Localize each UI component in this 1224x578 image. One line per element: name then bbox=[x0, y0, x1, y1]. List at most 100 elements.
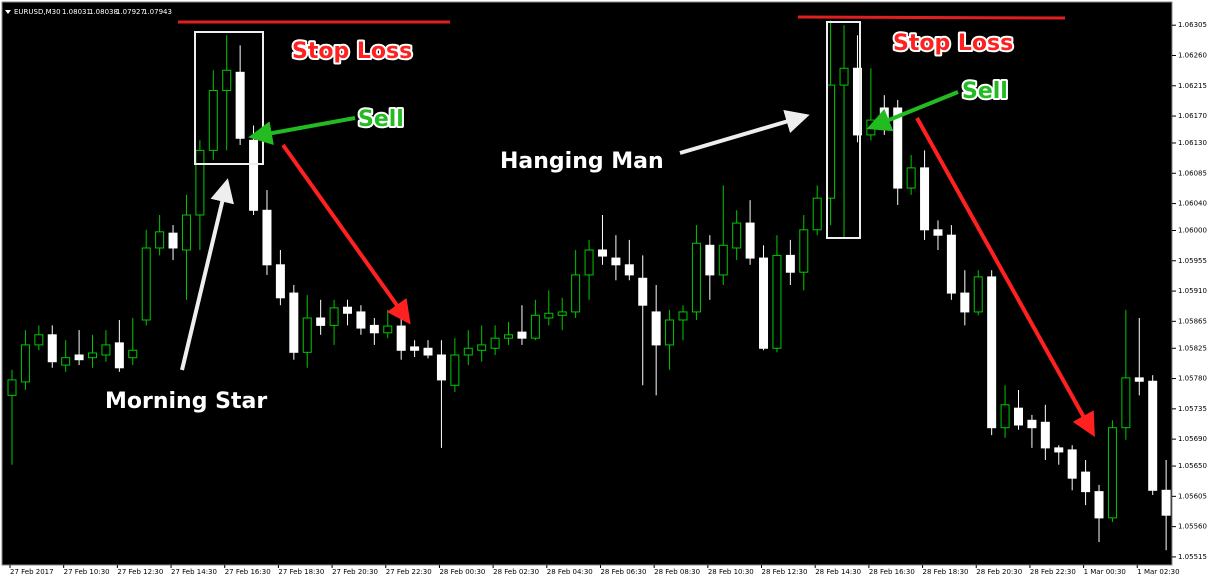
candle-body bbox=[705, 244, 715, 276]
candle-body bbox=[128, 349, 138, 359]
x-tick-label: 28 Feb 06:30 bbox=[600, 568, 646, 576]
candle-body bbox=[490, 337, 500, 349]
candle-body bbox=[557, 311, 567, 316]
candle-body bbox=[946, 234, 956, 294]
candle-body bbox=[624, 264, 634, 276]
candle-body bbox=[973, 276, 983, 313]
candle-body bbox=[410, 346, 420, 351]
x-tick-label: 28 Feb 12:30 bbox=[762, 568, 808, 576]
candle-body bbox=[691, 242, 701, 313]
candle-body bbox=[343, 306, 352, 314]
candle-body bbox=[195, 149, 205, 216]
x-tick-label: 28 Feb 10:30 bbox=[708, 568, 754, 576]
x-tick-label: 27 Feb 12:30 bbox=[117, 568, 163, 576]
candle-body bbox=[235, 71, 245, 139]
candle-body bbox=[933, 229, 943, 236]
candle-body bbox=[396, 325, 406, 351]
y-tick-label: 1.05955 bbox=[1178, 257, 1207, 265]
y-tick-label: 1.05825 bbox=[1178, 344, 1207, 352]
candle-body bbox=[155, 231, 165, 249]
x-tick-label: 27 Feb 22:30 bbox=[386, 568, 432, 576]
candle-body bbox=[61, 357, 71, 366]
candle-body bbox=[866, 119, 876, 136]
candle-body bbox=[1081, 471, 1091, 493]
x-tick-label: 27 Feb 10:30 bbox=[64, 568, 110, 576]
candle-body bbox=[329, 307, 339, 326]
candle-body bbox=[101, 344, 111, 356]
header-value: 1.07927 bbox=[116, 8, 145, 16]
candle-body bbox=[584, 249, 594, 276]
x-tick-label: 28 Feb 08:30 bbox=[654, 568, 700, 576]
y-tick-label: 1.05865 bbox=[1178, 317, 1207, 325]
x-tick-label: 28 Feb 04:30 bbox=[547, 568, 593, 576]
candle-body bbox=[1014, 407, 1023, 426]
y-tick-label: 1.05735 bbox=[1178, 405, 1207, 413]
x-tick-label: 28 Feb 00:30 bbox=[439, 568, 485, 576]
candle-body bbox=[289, 292, 299, 353]
candle-body bbox=[638, 277, 648, 306]
arrow bbox=[281, 143, 411, 325]
candle-body bbox=[1027, 419, 1037, 429]
x-tick-label: 1 Mar 02:30 bbox=[1137, 568, 1179, 576]
candle-body bbox=[785, 254, 795, 273]
y-tick-label: 1.06000 bbox=[1178, 226, 1207, 234]
y-tick-label: 1.05605 bbox=[1178, 492, 1207, 500]
candle-body bbox=[839, 67, 849, 86]
candle-body bbox=[759, 257, 769, 349]
candle-body bbox=[906, 167, 916, 189]
candle-body bbox=[1134, 377, 1144, 382]
candle-body bbox=[678, 311, 688, 321]
candle-body bbox=[772, 254, 782, 349]
x-tick-label: 28 Feb 22:30 bbox=[1030, 568, 1076, 576]
candle-body bbox=[356, 311, 366, 329]
candle-body bbox=[544, 312, 554, 319]
y-tick-label: 1.06260 bbox=[1178, 51, 1207, 59]
candle-body bbox=[168, 232, 178, 249]
x-tick-label: 28 Feb 20:30 bbox=[976, 568, 1022, 576]
candles bbox=[7, 20, 1171, 551]
x-tick-label: 28 Feb 02:30 bbox=[493, 568, 539, 576]
arrow bbox=[915, 117, 1095, 437]
candle-body bbox=[74, 354, 84, 361]
candle-body bbox=[812, 197, 822, 231]
x-tick-label: 28 Feb 18:30 bbox=[923, 568, 969, 576]
candle-body bbox=[852, 67, 862, 136]
candle-body bbox=[1054, 447, 1064, 453]
candle-body bbox=[920, 167, 930, 231]
candle-body bbox=[20, 344, 30, 383]
candle-body bbox=[611, 257, 621, 266]
candle-body bbox=[665, 319, 675, 346]
candle-body bbox=[316, 317, 326, 326]
candle-body bbox=[208, 89, 218, 151]
candle-body bbox=[88, 352, 98, 359]
candle-body bbox=[262, 209, 272, 266]
candle-body bbox=[987, 276, 997, 429]
annotation: Sell bbox=[962, 79, 1008, 104]
y-tick-label: 1.05515 bbox=[1178, 553, 1207, 561]
annotation: Hanging Man bbox=[500, 149, 664, 174]
candle-body bbox=[718, 244, 728, 276]
candle-body bbox=[463, 347, 473, 356]
candle-body bbox=[1000, 404, 1010, 429]
candle-body bbox=[651, 311, 661, 346]
candle-body bbox=[571, 274, 581, 313]
y-tick-label: 1.06130 bbox=[1178, 139, 1207, 147]
pattern-box bbox=[194, 31, 264, 165]
candle-body bbox=[1040, 421, 1050, 449]
annotation-shapes bbox=[178, 15, 1095, 437]
annotation: Stop Loss bbox=[292, 39, 412, 64]
header-value: 1.07943 bbox=[143, 8, 172, 16]
x-tick-label: 28 Feb 16:30 bbox=[869, 568, 915, 576]
menu-triangle bbox=[5, 10, 11, 14]
candle-body bbox=[47, 334, 57, 363]
y-tick-label: 1.06305 bbox=[1178, 21, 1207, 29]
candle-body bbox=[436, 354, 446, 381]
annotation: Sell bbox=[358, 107, 404, 132]
candle-body bbox=[477, 344, 487, 351]
x-tick-label: 27 Feb 14:30 bbox=[171, 568, 217, 576]
y-tick-label: 1.06040 bbox=[1178, 200, 1207, 208]
y-tick-label: 1.05910 bbox=[1178, 287, 1207, 295]
candle-body bbox=[114, 342, 124, 369]
y-tick-label: 1.05560 bbox=[1178, 523, 1207, 531]
